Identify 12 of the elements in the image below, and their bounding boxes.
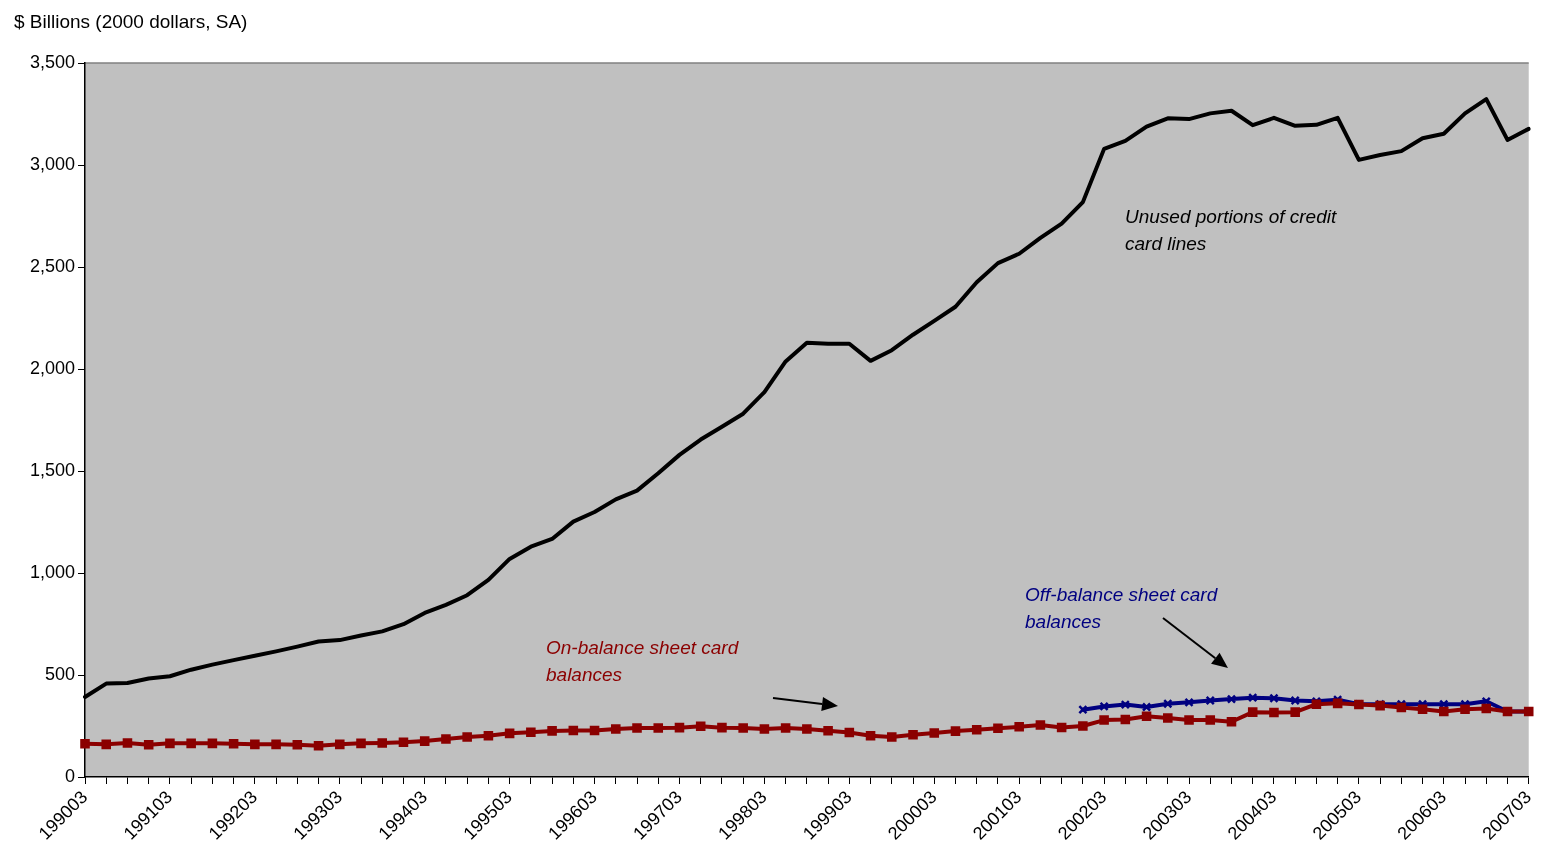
y-tick-label: 3,000 (29, 153, 75, 174)
text: Unused portions of credit card lines (1125, 206, 1337, 254)
y-tick-label: 0 (64, 765, 75, 786)
text: On-balance sheet card balances (546, 637, 740, 685)
y-axis-title: $ Billions (2000 dollars, SA) (14, 11, 248, 32)
y-tick-label: 1,500 (29, 459, 75, 480)
y-tick-label: 500 (44, 663, 75, 684)
text: Off-balance sheet card balances (1025, 584, 1219, 632)
y-tick-label: 2,500 (29, 255, 75, 276)
y-tick-label: 1,000 (29, 561, 75, 582)
y-tick-label: 3,500 (29, 51, 75, 72)
y-tick-label: 2,000 (29, 357, 75, 378)
